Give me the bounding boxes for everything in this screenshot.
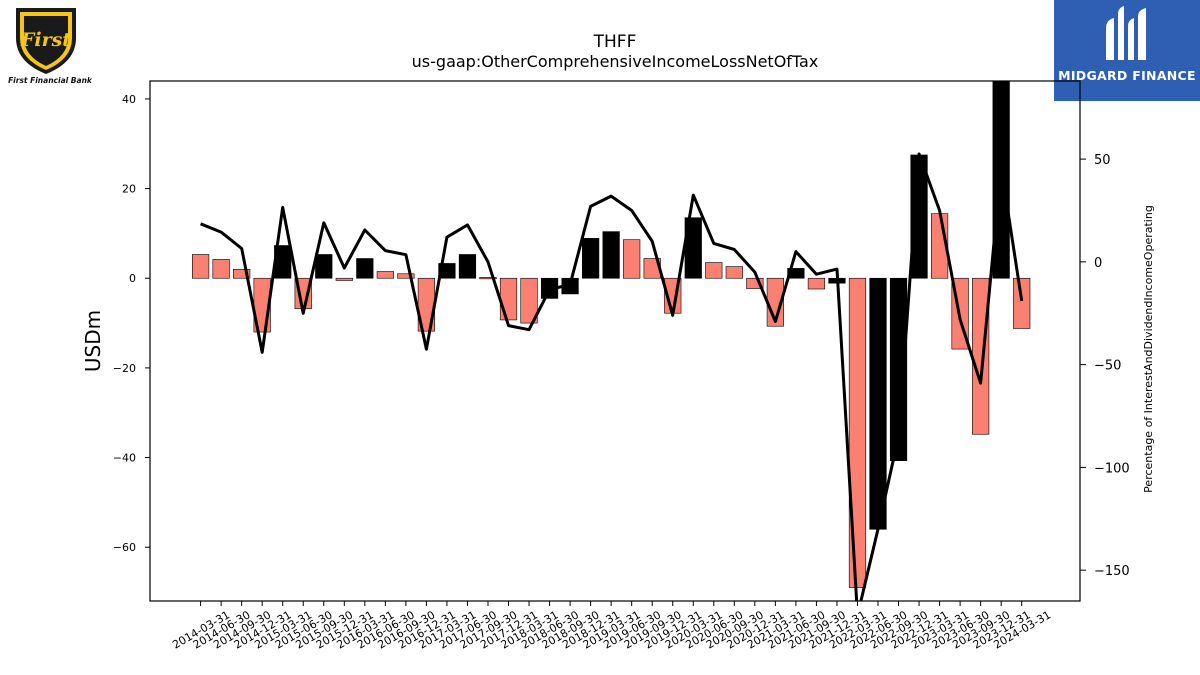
percentage-line	[200, 152, 1024, 601]
logo-right-text: MIDGARD FINANCE	[1058, 68, 1196, 83]
bar-2018-12-31	[582, 238, 600, 279]
bar-2017-06-30	[458, 254, 477, 279]
y2-tick-label: −50	[1094, 359, 1121, 374]
bar-2018-03-31	[520, 277, 538, 324]
y2-axis-label: Percentage of InterestAndDividendIncomeO…	[1142, 205, 1155, 493]
bar-2022-06-30	[869, 277, 887, 530]
bar-2024-03-31	[1013, 277, 1031, 329]
bar-2020-09-30	[725, 266, 743, 279]
bar-2022-09-30	[889, 277, 908, 461]
bar-2014-06-30	[212, 259, 230, 279]
bar-2016-09-30	[397, 273, 415, 279]
bar-2020-06-30	[705, 262, 723, 279]
y2-tick-label: −100	[1094, 461, 1130, 476]
y-tick-label: 0	[129, 272, 136, 285]
logo-emblem-text: First	[20, 29, 71, 51]
midgard-finance-logo: MIDGARD FINANCE	[1054, 0, 1200, 101]
bar-2016-06-30	[376, 271, 394, 279]
plot-frame	[149, 80, 1081, 602]
y-tick-label: −60	[113, 541, 136, 554]
y-tick-label: −20	[113, 362, 136, 375]
bar-2021-09-30	[807, 277, 826, 290]
bar-2017-12-31	[499, 277, 518, 321]
y-tick-label: 40	[122, 93, 136, 106]
bar-2019-06-30	[623, 239, 641, 279]
bar-2016-03-31	[356, 258, 374, 279]
bar-2023-09-30	[972, 277, 990, 435]
bar-2019-03-31	[602, 231, 620, 279]
y-axis-label: USDm	[81, 310, 105, 372]
first-financial-bank-logo: First First Financial Bank	[4, 4, 92, 86]
y2-tick-label: 0	[1094, 256, 1102, 271]
bar-2014-09-30	[233, 268, 251, 279]
chart-title: THFF	[593, 32, 637, 52]
bar-2015-09-30	[315, 254, 333, 279]
chart-subtitle: us-gaap:OtherComprehensiveIncomeLossNetO…	[411, 52, 819, 71]
y2-tick-label: 50	[1094, 153, 1111, 168]
bar-2021-06-30	[787, 268, 805, 279]
bar-2017-09-30	[479, 277, 497, 280]
y-tick-label: −40	[113, 452, 136, 465]
bar-2014-03-31	[192, 254, 210, 279]
y-tick-label: 20	[122, 183, 136, 196]
logo-left-text: First Financial Bank	[8, 76, 92, 85]
bar-2015-12-31	[335, 277, 353, 281]
bar-2020-12-31	[746, 277, 764, 289]
y2-tick-label: −150	[1094, 564, 1130, 579]
bar-2022-03-31	[848, 277, 867, 588]
